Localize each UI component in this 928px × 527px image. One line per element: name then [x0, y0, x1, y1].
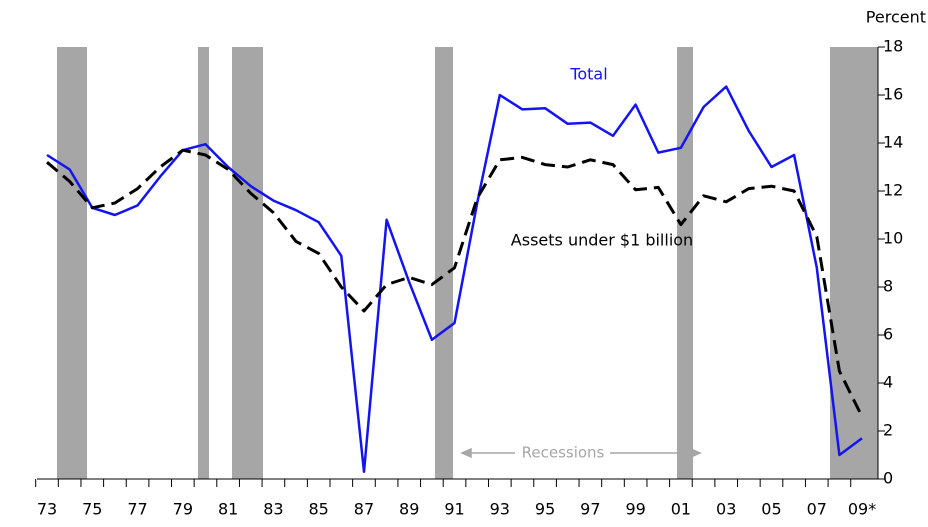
x-tick-label: 95 — [535, 500, 555, 519]
y-tick-label: 2 — [883, 421, 893, 440]
x-tick-label: 89 — [399, 500, 419, 519]
y-tick-label: 18 — [883, 37, 903, 56]
recession-shading — [57, 47, 878, 479]
series-line — [46, 148, 864, 418]
x-tick-label: 75 — [82, 500, 102, 519]
x-tick-label: 77 — [127, 500, 147, 519]
series-label: Assets under $1 billion — [511, 231, 693, 250]
x-tick-label: 87 — [354, 500, 374, 519]
x-tick-label: 81 — [218, 500, 238, 519]
y-tick-label: 6 — [883, 325, 893, 344]
recession-bar — [435, 47, 453, 479]
x-tick-label: 91 — [444, 500, 464, 519]
recession-bar — [232, 47, 263, 479]
recession-bar — [677, 47, 693, 479]
x-tick-label: 09* — [848, 500, 876, 519]
x-tick-label: 85 — [309, 500, 329, 519]
y-tick-label: 14 — [883, 133, 903, 152]
x-tick-label: 83 — [263, 500, 283, 519]
y-tick-label: 10 — [883, 229, 903, 248]
recession-bar — [830, 47, 878, 479]
recession-label: Recessions — [522, 444, 605, 462]
recession-bar — [57, 47, 87, 479]
arrow-head — [460, 447, 472, 459]
y-axis-label: Percent — [866, 8, 926, 27]
x-tick-label: 73 — [37, 500, 57, 519]
y-tick-label: 0 — [883, 469, 893, 488]
x-tick-label: 01 — [671, 500, 691, 519]
x-tick-label: 79 — [173, 500, 193, 519]
arrow-head — [690, 447, 702, 459]
y-tick-label: 16 — [883, 85, 903, 104]
recession-arrows — [460, 447, 702, 459]
x-tick-label: 93 — [490, 500, 510, 519]
x-tick-label: 05 — [761, 500, 781, 519]
x-tick-label: 07 — [807, 500, 827, 519]
y-tick-label: 8 — [883, 277, 893, 296]
x-tick-label: 97 — [580, 500, 600, 519]
y-tick-label: 4 — [883, 373, 893, 392]
y-tick-label: 12 — [883, 181, 903, 200]
series-label: Total — [569, 65, 607, 84]
x-tick-label: 99 — [625, 500, 645, 519]
x-tick-label: 03 — [716, 500, 736, 519]
series-line — [46, 85, 863, 474]
recession-bar — [198, 47, 209, 479]
